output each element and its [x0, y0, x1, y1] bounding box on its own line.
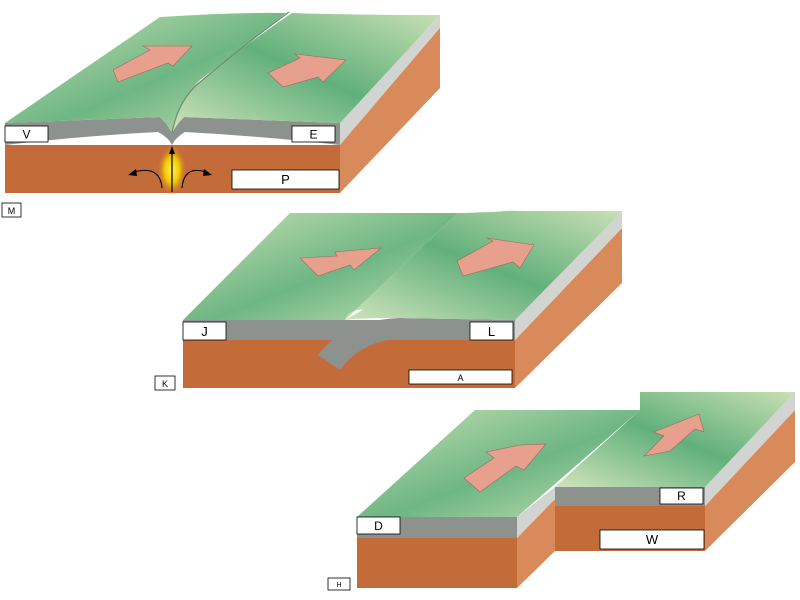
- corner-label-k: K: [162, 379, 168, 389]
- left-mantle-front-face: [357, 538, 517, 588]
- divergence-arrow: [112, 45, 193, 83]
- transform-arrow: [643, 413, 705, 457]
- corner-label-h: H: [336, 582, 341, 589]
- convection-arrowhead-right: [203, 169, 212, 176]
- rift-line: [171, 11, 290, 134]
- label-box: [356, 516, 401, 535]
- label-r: R: [677, 489, 686, 503]
- label-w: W: [646, 532, 659, 547]
- convection-arrow-right: [181, 169, 207, 189]
- mantle-side-face: [515, 228, 622, 388]
- divergent-boundary-diagram: V E P M: [1, 11, 440, 218]
- label-e: E: [309, 128, 317, 142]
- fault-crust-face: [517, 487, 555, 538]
- convection-arrowhead-left: [128, 169, 137, 176]
- label-box: [231, 169, 340, 190]
- convection-arrow-left: [133, 169, 163, 189]
- label-box: [599, 529, 705, 550]
- convergence-arrow: [456, 237, 535, 277]
- label-v: V: [22, 128, 30, 142]
- subducting-slab: [318, 318, 515, 370]
- mantle-side-face: [340, 22, 440, 193]
- label-p: P: [281, 172, 290, 187]
- crust-side-face: [705, 392, 795, 506]
- convergence-arrow: [299, 247, 382, 277]
- fault-mantle-face: [517, 499, 555, 588]
- transform-boundary-diagram: D R W H: [327, 392, 795, 591]
- label-a: A: [457, 373, 463, 383]
- label-box: [291, 125, 336, 143]
- crust-front-face: [5, 117, 340, 145]
- corner-label-box: [1, 202, 22, 218]
- label-box: [659, 487, 704, 505]
- mantle-side-face: [705, 410, 795, 551]
- label-box: [182, 321, 227, 341]
- corner-label-box: [154, 375, 176, 391]
- transform-arrow: [463, 443, 547, 493]
- label-d: D: [374, 519, 383, 533]
- crust-side-face: [515, 211, 622, 340]
- convergent-boundary-diagram: J L A K: [154, 210, 622, 391]
- divergence-arrow: [267, 53, 347, 88]
- label-j: J: [201, 324, 208, 339]
- label-box: [469, 321, 514, 341]
- left-plate-surface: [5, 12, 286, 133]
- corner-label-box: [327, 577, 351, 591]
- label-l: L: [488, 324, 495, 339]
- upwelling-arrowhead: [169, 146, 175, 154]
- label-box: [4, 125, 49, 143]
- crust-side-face: [340, 15, 440, 145]
- corner-label-m: M: [8, 206, 16, 216]
- label-box: [408, 369, 513, 385]
